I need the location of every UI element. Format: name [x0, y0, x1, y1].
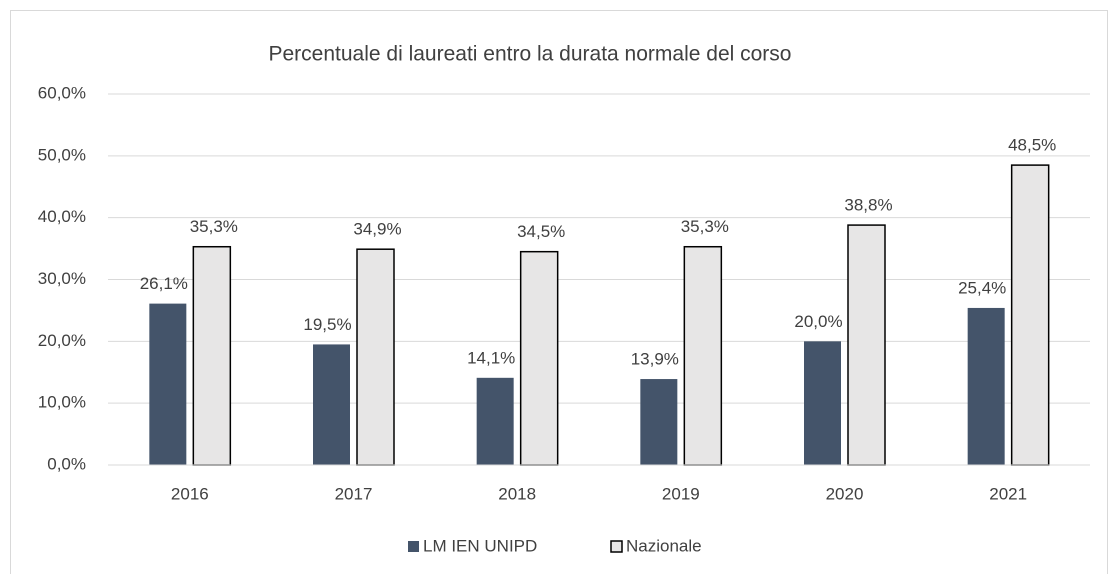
chart-title: Percentuale di laureati entro la durata … [269, 43, 792, 66]
legend-swatch [610, 540, 623, 553]
data-label: 34,5% [517, 222, 565, 241]
bar [356, 248, 395, 466]
data-label: 38,8% [844, 196, 892, 215]
bar [804, 341, 841, 465]
data-label: 25,4% [958, 278, 1006, 297]
bar [967, 307, 1005, 465]
bar [1010, 164, 1050, 466]
bar [640, 379, 678, 465]
x-tick-label: 2020 [826, 484, 864, 503]
x-tick-label: 2021 [989, 484, 1027, 503]
y-tick-label: 50,0% [38, 145, 86, 164]
data-label: 20,0% [794, 312, 842, 331]
bar [519, 250, 559, 466]
legend-label: LM IEN UNIPD [423, 536, 537, 555]
bar [476, 377, 514, 465]
bar [192, 245, 232, 466]
data-label: 34,9% [353, 220, 401, 239]
y-tick-label: 40,0% [38, 207, 86, 226]
data-label: 48,5% [1008, 136, 1056, 155]
data-label: 14,1% [467, 348, 515, 367]
x-tick-label: 2018 [498, 484, 536, 503]
bar [683, 245, 723, 466]
x-tick-label: 2016 [171, 484, 209, 503]
y-tick-label: 30,0% [38, 269, 86, 288]
y-tick-label: 20,0% [38, 331, 86, 350]
bar [847, 224, 886, 466]
y-tick-label: 60,0% [38, 83, 86, 102]
legend-label: Nazionale [626, 536, 702, 555]
bar [313, 344, 350, 465]
x-tick-label: 2017 [335, 484, 373, 503]
y-tick-label: 0,0% [47, 454, 86, 473]
x-tick-label: 2019 [662, 484, 700, 503]
bar [149, 303, 187, 465]
data-label: 26,1% [140, 274, 188, 293]
y-tick-label: 10,0% [38, 393, 86, 412]
data-label: 35,3% [681, 217, 729, 236]
legend-swatch [408, 541, 419, 552]
data-label: 19,5% [303, 315, 351, 334]
data-label: 35,3% [190, 217, 238, 236]
data-label: 13,9% [631, 350, 679, 369]
